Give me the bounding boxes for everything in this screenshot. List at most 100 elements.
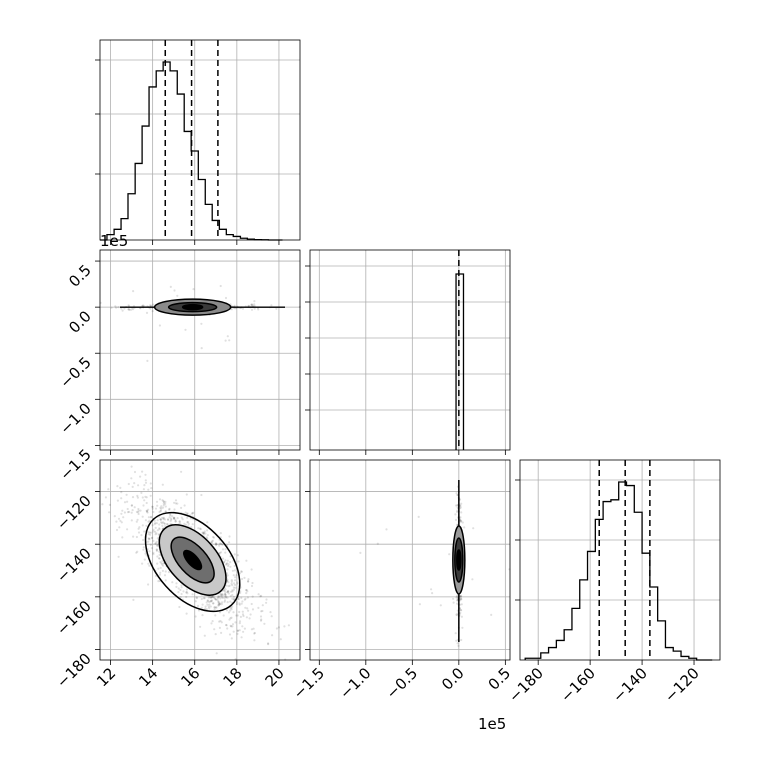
sc13-sample-point	[142, 488, 145, 491]
sc23-sample-point	[456, 504, 459, 507]
sc13-sample-point	[161, 569, 164, 573]
sc13-sample-point	[265, 598, 268, 601]
sc13-sample-point	[236, 632, 239, 636]
sc13-sample-point	[104, 496, 107, 499]
sc13-sample-point	[155, 532, 158, 535]
sc13-sample-point	[133, 482, 136, 485]
sc13-tick-label-x: 20	[262, 664, 288, 690]
sc13-sample-point	[226, 590, 229, 594]
sc12-sample-point	[228, 339, 231, 342]
sc12-contour-inner	[181, 303, 204, 311]
sc13-sample-point	[164, 570, 167, 573]
scatter-param1-param2-panel: 0.5 0.0 −0.5 −1.0 −1.5	[56, 249, 301, 484]
sc13-sample-point	[211, 596, 214, 599]
sc13-sample-point	[147, 562, 150, 565]
sc13-sample-point	[245, 616, 248, 619]
sc23-sample-point	[459, 596, 462, 599]
sc13-sample-point	[174, 520, 177, 523]
sc13-sample-point	[115, 520, 118, 523]
sc13-sample-point	[163, 574, 167, 577]
sc13-tick-label-x: 14	[135, 664, 161, 690]
sc13-sample-point	[214, 597, 217, 600]
sc13-sample-point	[213, 606, 216, 609]
sc13-sample-point	[178, 520, 181, 523]
sc13-sample-point	[259, 615, 263, 618]
sc13-sample-point	[247, 580, 250, 583]
sc13-sample-point	[180, 586, 183, 589]
sc13-sample-point	[147, 508, 150, 511]
sc13-sample-point	[241, 613, 245, 616]
sc13-sample-point	[238, 610, 241, 614]
sc13-sample-point	[250, 584, 254, 588]
sc12-sample-point	[127, 304, 130, 307]
sc13-sample-point	[152, 553, 155, 556]
sc13-sample-point	[222, 614, 225, 617]
sc13-sample-point	[194, 600, 197, 603]
sc12-sample-point	[146, 359, 149, 362]
sc23-sample-point	[456, 594, 459, 598]
sc13-sample-point	[248, 617, 251, 620]
sc13-sample-point	[127, 482, 130, 486]
hist2-histogram-bar	[455, 273, 465, 450]
sc13-sample-point	[157, 567, 160, 570]
sc23-sample-point	[459, 519, 462, 522]
sc23-sample-point	[460, 609, 463, 612]
sc13-sample-point	[152, 510, 155, 514]
sc13-sample-point	[164, 502, 167, 505]
sc13-sample-point	[223, 561, 226, 564]
sc12-sample-point	[224, 339, 227, 342]
sc13-sample-point	[180, 584, 183, 587]
sc13-sample-point	[260, 610, 263, 613]
sc12-sample-point	[200, 347, 203, 350]
sc13-sample-point	[116, 499, 119, 502]
sc13-sample-point	[217, 601, 220, 604]
sc12-sample-point	[253, 303, 256, 306]
sc13-sample-point	[208, 603, 211, 606]
sc13-sample-point	[259, 595, 262, 598]
sc13-sample-point	[137, 509, 140, 512]
sc13-sample-point	[219, 602, 222, 605]
sc13-sample-point	[145, 509, 148, 512]
sc13-sample-point	[206, 534, 209, 537]
sc13-sample-point	[246, 596, 249, 599]
sc13-sample-point	[247, 580, 250, 583]
sc13-sample-point	[174, 502, 177, 505]
sc13-sample-point	[158, 527, 161, 530]
sc13-sample-point	[131, 509, 134, 512]
sc13-sample-point	[224, 559, 227, 562]
sc12-sample-point	[226, 335, 229, 338]
sc12-frame	[99, 249, 301, 451]
sc13-sample-point	[194, 615, 197, 618]
sc23-sample-point	[460, 511, 463, 514]
sc13-sample-point	[156, 562, 159, 565]
sc13-sample-point	[213, 596, 216, 599]
sc23-sample-point	[460, 615, 463, 618]
sc13-sample-point	[132, 535, 135, 538]
sc23-sample-point	[459, 519, 462, 522]
sc13-sample-point	[221, 594, 224, 597]
sc23-sample-point	[460, 519, 463, 523]
sc13-sample-point	[185, 591, 188, 594]
sc12-sample-point	[200, 322, 203, 325]
sc13-sample-point	[140, 534, 143, 537]
sc13-sample-point	[131, 485, 134, 488]
sc13-sample-point	[231, 590, 234, 593]
sc13-sample-point	[176, 502, 179, 505]
sc13-sample-point	[219, 619, 222, 623]
sc13-sample-point	[237, 560, 240, 563]
sc13-sample-point	[265, 601, 268, 604]
sc13-sample-point	[224, 594, 227, 598]
sc13-sample-point	[173, 516, 176, 520]
sc13-sample-point	[200, 597, 203, 601]
sc13-sample-point	[159, 571, 162, 574]
sc13-sample-point	[229, 607, 232, 610]
sc13-sample-point	[242, 614, 245, 618]
sc13-sample-point	[101, 503, 104, 506]
sc12-sample-point	[173, 289, 176, 292]
sc13-sample-point	[214, 614, 217, 617]
sc13-sample-point	[162, 517, 165, 520]
sc13-sample-point	[151, 536, 154, 539]
sc23-sample-point	[452, 597, 455, 600]
sc13-sample-point	[243, 627, 246, 630]
sc13-sample-point	[133, 506, 136, 509]
